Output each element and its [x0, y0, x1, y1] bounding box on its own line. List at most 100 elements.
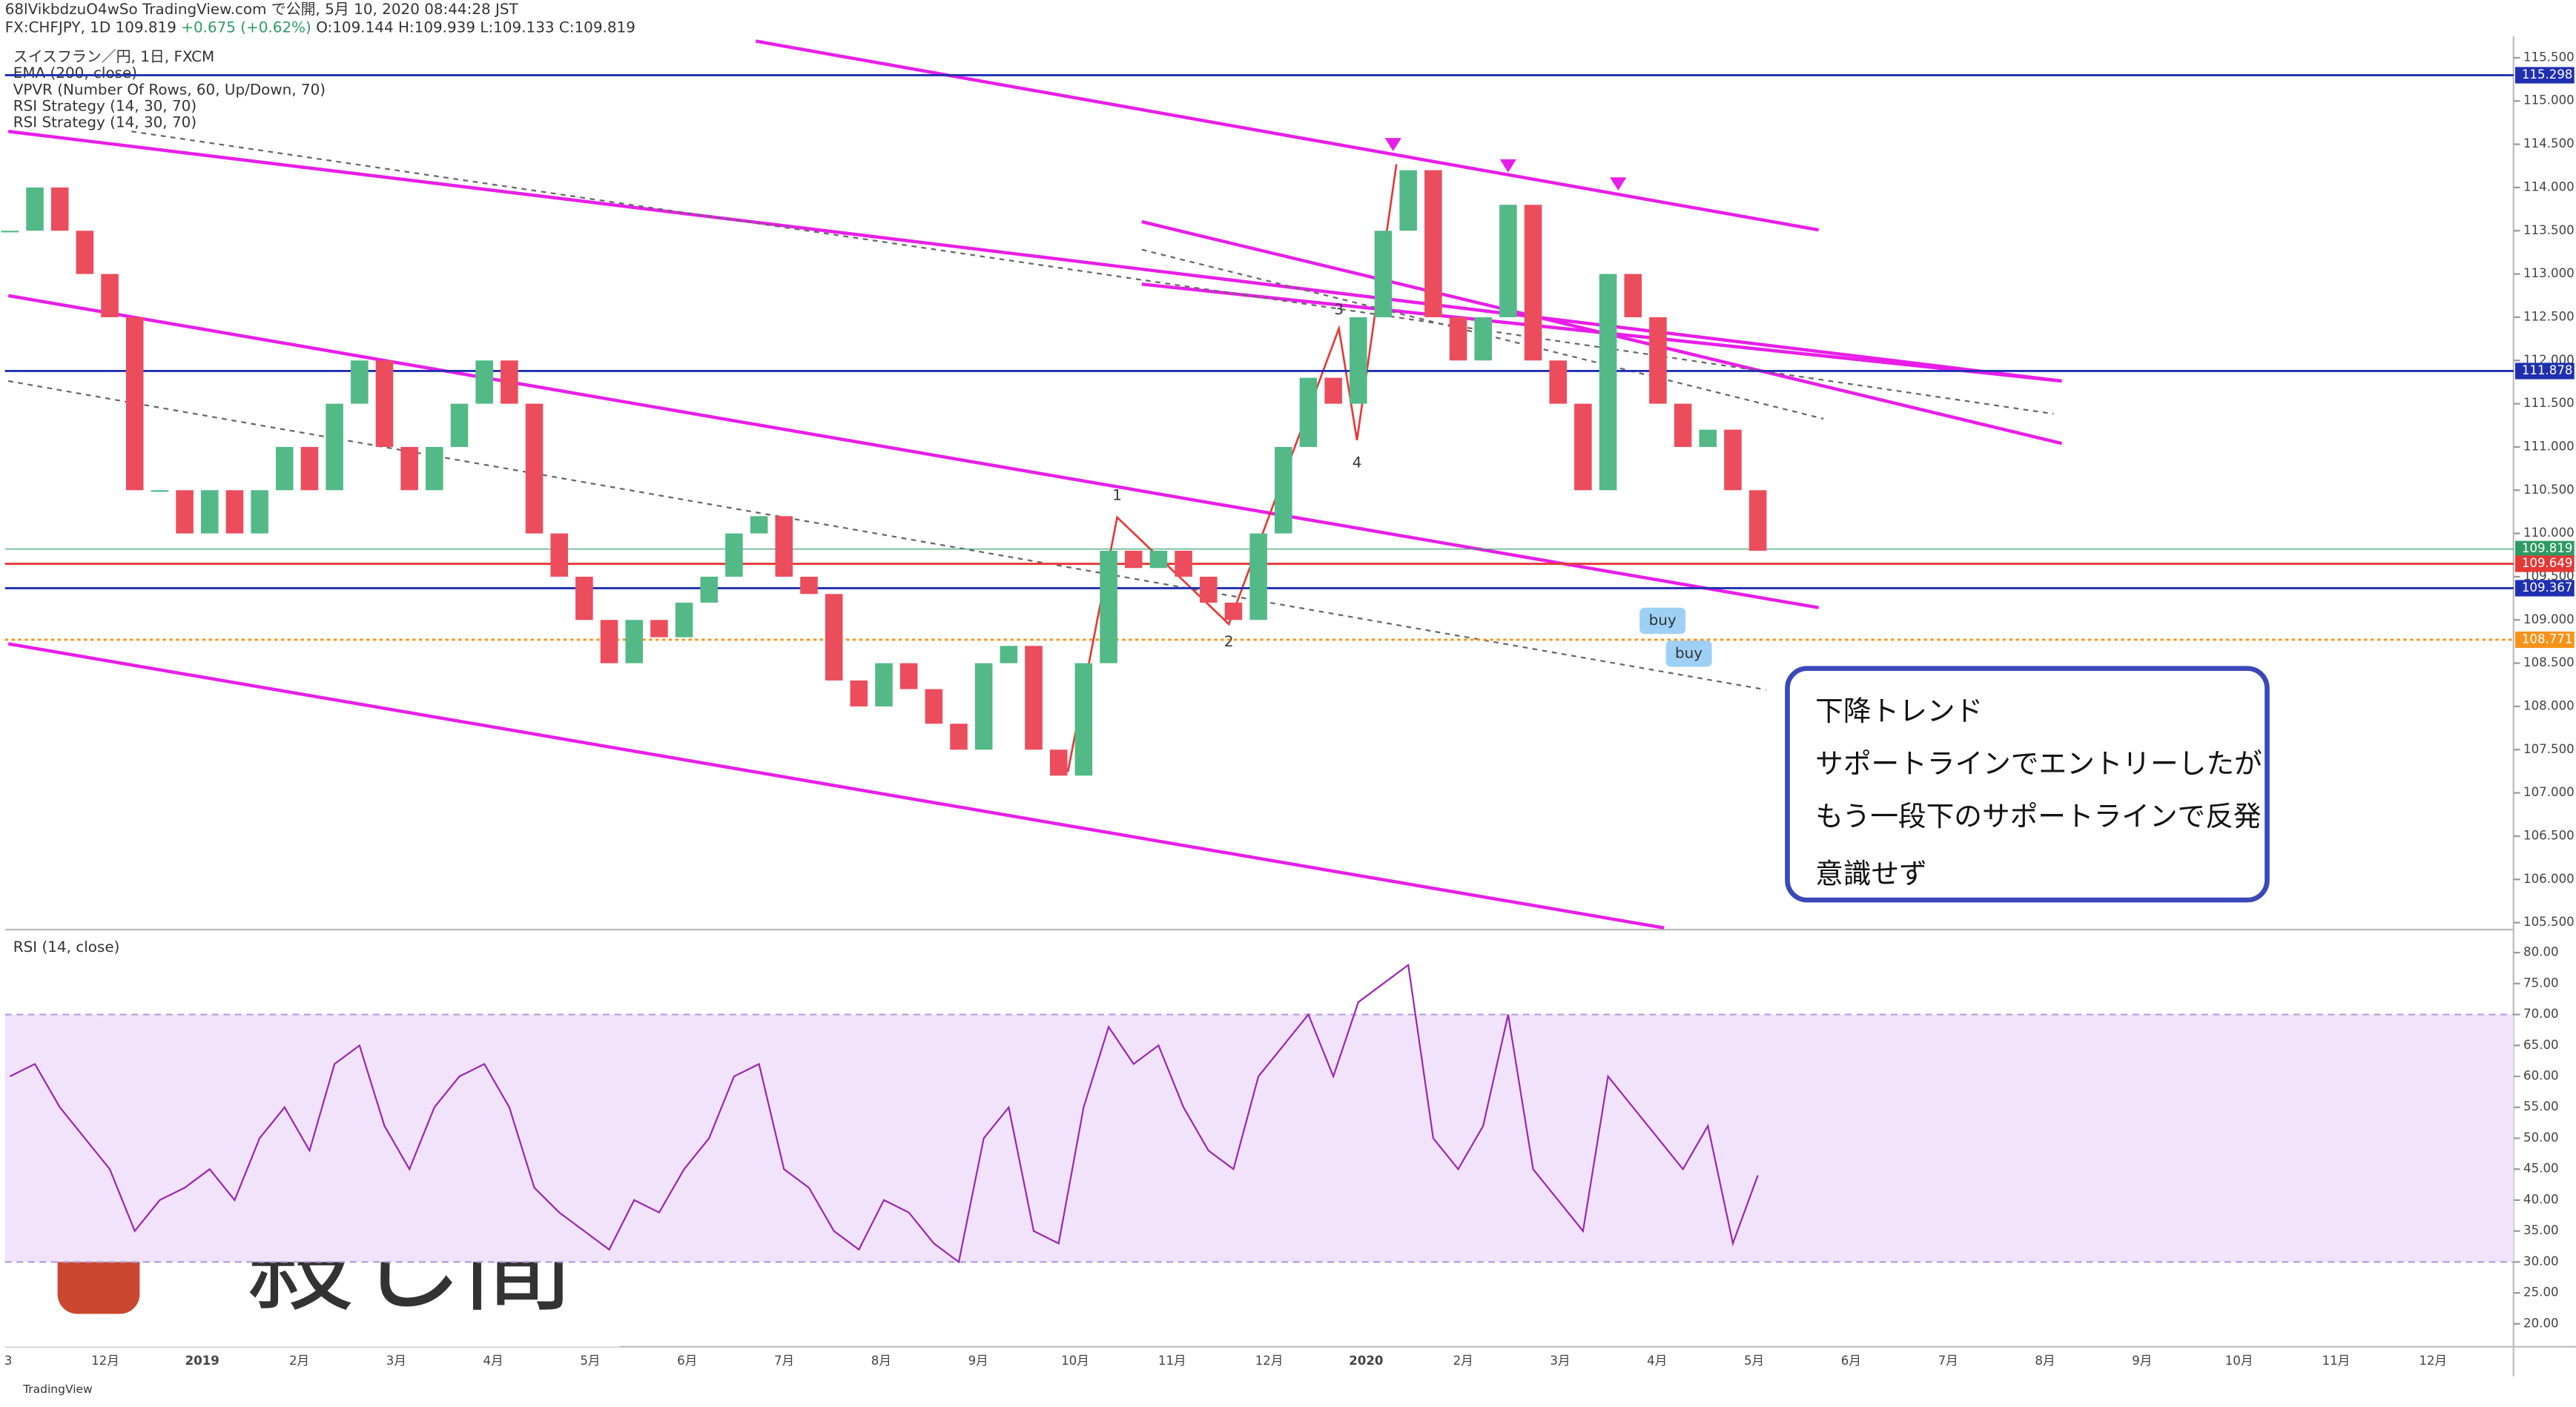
note-line: もう一段下のサポートラインで反発	[1815, 800, 2261, 832]
arrows	[1384, 138, 1627, 191]
brand: TradingView	[22, 1383, 93, 1396]
price-label: 109.649	[2522, 556, 2573, 570]
candle	[1224, 602, 1243, 620]
candle	[825, 594, 843, 681]
rsi-tick-label: 55.00	[2523, 1099, 2559, 1113]
channel-line	[755, 39, 1819, 232]
rsi-title: RSI (14, close)	[13, 938, 120, 956]
legend-item: VPVR (Number Of Rows, 60, Up/Down, 70)	[13, 81, 326, 98]
x-tick-label: 4月	[483, 1354, 503, 1368]
price-label: 108.771	[2522, 632, 2573, 646]
x-tick-label: 11月	[2322, 1354, 2351, 1368]
candle	[1599, 274, 1617, 491]
candle	[750, 516, 768, 534]
candle	[950, 724, 968, 750]
candle	[1025, 646, 1043, 750]
price-label-box	[2514, 631, 2575, 649]
price-label-box	[2514, 555, 2575, 572]
buy-label: buy	[1675, 644, 1703, 661]
x-tick-label: 5月	[580, 1354, 600, 1368]
candle	[200, 490, 219, 534]
candle	[326, 403, 343, 491]
candle	[50, 187, 69, 231]
x-tick-label: 11月	[1158, 1354, 1186, 1368]
candle	[375, 360, 394, 447]
note-line: サポートラインでエントリーしたが	[1815, 747, 2262, 780]
candle	[1199, 576, 1218, 603]
candle	[1724, 429, 1742, 491]
legend-item: スイスフラン／円, 1日, FXCM	[13, 48, 214, 65]
candle	[925, 689, 943, 724]
candle	[1074, 663, 1093, 776]
rsi-tick-label: 50.00	[2523, 1130, 2559, 1145]
y-tick-label: 113.500	[2523, 223, 2575, 237]
y-tick-label: 111.000	[2523, 439, 2575, 453]
x-tick-label: 4月	[1647, 1354, 1667, 1368]
candle	[1474, 317, 1492, 361]
y-tick-label: 106.000	[2523, 872, 2575, 886]
rsi-tick-label: 30.00	[2523, 1254, 2559, 1268]
dotted-line	[1141, 248, 1824, 420]
candle	[850, 680, 868, 706]
price-label-box	[2514, 540, 2575, 557]
rsi-tick-label: 40.00	[2523, 1192, 2559, 1206]
candle	[475, 360, 493, 404]
channel-line	[7, 294, 1819, 609]
candle	[800, 576, 818, 595]
candle	[351, 360, 369, 404]
candle	[426, 446, 443, 491]
candle	[151, 490, 169, 492]
rsi-tick-label: 35.00	[2523, 1223, 2559, 1237]
channel-line	[7, 642, 1665, 930]
rsi-tick-label: 20.00	[2523, 1316, 2559, 1330]
candle	[251, 490, 268, 534]
candle	[1399, 170, 1417, 231]
y-tick-label: 113.000	[2523, 266, 2575, 280]
y-tick-label: 109.000	[2523, 612, 2575, 626]
candle	[1350, 317, 1367, 404]
candle	[875, 663, 893, 706]
y-tick-label: 108.500	[2523, 655, 2575, 669]
x-tick-label: 2019	[185, 1354, 219, 1368]
candle	[1124, 550, 1143, 569]
rsi-tick-label: 60.00	[2523, 1069, 2559, 1083]
x-tick-label: 8月	[871, 1354, 891, 1368]
candle	[775, 516, 793, 577]
price-label: 109.367	[2522, 580, 2573, 595]
buy-callout	[1639, 607, 1686, 635]
x-tick-label: 12月	[1255, 1354, 1284, 1368]
y-tick-label: 107.000	[2523, 785, 2575, 799]
candle	[600, 620, 618, 663]
candle	[501, 360, 518, 404]
candle	[525, 403, 544, 534]
candle	[1524, 205, 1542, 361]
price-label: 115.298	[2522, 67, 2573, 82]
note-box	[1785, 666, 2270, 903]
y-tick-label: 114.500	[2523, 136, 2575, 150]
candle	[1699, 429, 1717, 447]
x-tick-label: 12月	[91, 1354, 119, 1368]
y-tick-label: 105.500	[2523, 915, 2575, 929]
candle	[1549, 360, 1568, 404]
candle	[1574, 403, 1592, 491]
legend-item: EMA (200, close)	[13, 64, 137, 82]
candle	[1275, 446, 1292, 534]
legend-item: RSI Strategy (14, 30, 70)	[13, 98, 196, 115]
price-label: 111.878	[2522, 363, 2573, 377]
price-label: 109.819	[2522, 541, 2573, 555]
x-tick-label: 10月	[2225, 1354, 2253, 1368]
legend-item: RSI Strategy (14, 30, 70)	[13, 114, 196, 131]
y-tick-label: 111.500	[2523, 396, 2575, 410]
header-line: 68lVikbdzuO4wSo TradingView.com で公開, 5月 …	[5, 1, 519, 18]
candle	[176, 490, 194, 534]
candle	[1249, 533, 1267, 620]
candle	[1748, 490, 1767, 551]
candle	[575, 576, 593, 620]
candle	[974, 663, 993, 750]
candle	[1424, 170, 1442, 317]
y-tick-label: 108.000	[2523, 698, 2575, 712]
note-line: 意識せず	[1815, 857, 1927, 890]
candle	[1674, 403, 1692, 447]
x-tick-label: 10月	[1061, 1354, 1089, 1368]
y-tick-label: 115.000	[2523, 93, 2575, 107]
